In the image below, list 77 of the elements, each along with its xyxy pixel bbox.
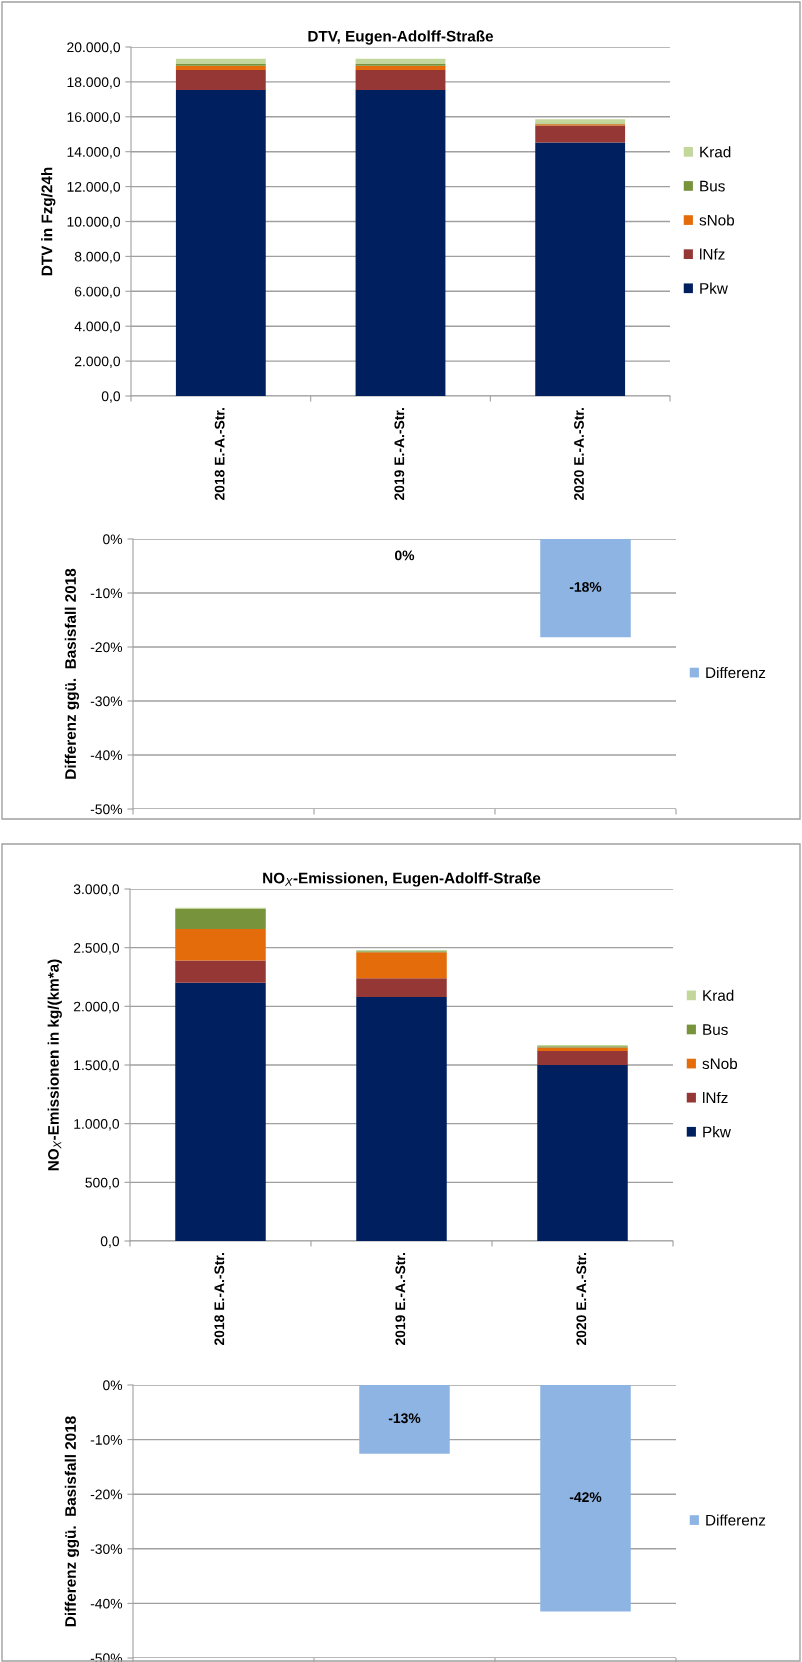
y-tick-label: 1.500,0 <box>74 1060 120 1072</box>
y-axis-title: DTV in Fzg/24h <box>41 167 56 276</box>
bar <box>175 90 266 396</box>
legend-label: sNob <box>702 1057 738 1070</box>
x-tick-label: 2020 E.-A.-Str. <box>574 408 584 501</box>
bar <box>175 908 266 929</box>
bar <box>175 70 266 91</box>
bar <box>175 928 266 961</box>
legend-label: Krad <box>700 146 731 158</box>
y-tick-label: 12.000,0 <box>67 181 121 194</box>
bar <box>535 142 626 396</box>
bar <box>175 58 266 64</box>
y-tick-label: 8.000,0 <box>74 251 121 264</box>
y-tick-label: -50% <box>90 804 123 815</box>
y-tick-label: 2.500,0 <box>73 943 120 955</box>
x-tick-label: 2018 E.-A.-Str. <box>214 408 225 501</box>
y-tick-label: 1.000,0 <box>74 1119 120 1131</box>
legend-label: Bus <box>700 180 725 192</box>
y-tick-label: 2.000,0 <box>74 356 121 368</box>
y-tick-label: -40% <box>90 750 123 761</box>
y-tick-label: 3.000,0 <box>73 884 120 896</box>
legend-label: Krad <box>703 989 734 1001</box>
y-tick-label: 18.000,0 <box>67 77 121 89</box>
bar <box>355 70 446 91</box>
y-axis-title: Differenz ggü. Basisfall 2018 <box>64 1416 80 1627</box>
bar <box>356 978 447 997</box>
bar <box>355 90 446 396</box>
legend-label: Bus <box>703 1024 728 1035</box>
legend-label: Differenz <box>706 666 766 679</box>
legend-label: sNob <box>699 214 735 226</box>
legend-label: Pkw <box>700 282 728 294</box>
y-tick-label: 0% <box>103 534 123 545</box>
bar <box>355 58 446 64</box>
bar <box>175 982 266 1241</box>
data-label: -13% <box>388 1413 421 1424</box>
y-tick-label: 0% <box>103 1380 123 1391</box>
legend-label: lNfz <box>703 1091 728 1104</box>
legend-label: Differenz <box>706 1514 766 1526</box>
y-tick-label: 2.000,0 <box>73 1001 120 1014</box>
bar <box>355 65 446 71</box>
y-tick-label: -10% <box>90 588 123 599</box>
y-tick-label: 6.000,0 <box>74 286 121 299</box>
y-tick-label: -30% <box>90 1544 123 1554</box>
legend-label: lNfz <box>700 248 725 260</box>
y-tick-label: 16.000,0 <box>67 112 121 124</box>
y-tick-label: -20% <box>90 642 123 653</box>
data-label: -42% <box>569 1492 602 1502</box>
chart-title: DTV, Eugen-Adolff-Straße <box>308 30 494 45</box>
y-tick-label: -40% <box>90 1598 123 1609</box>
bar <box>537 1065 628 1241</box>
bar <box>356 996 447 1241</box>
data-label: 0% <box>395 550 415 561</box>
y-axis-title: Differenz ggü. Basisfall 2018 <box>64 568 80 779</box>
y-tick-label: 14.000,0 <box>67 147 121 159</box>
y-tick-label: 0,0 <box>101 391 121 403</box>
bar <box>535 125 626 143</box>
y-tick-label: 10.000,0 <box>67 216 121 229</box>
data-label: -18% <box>569 582 602 592</box>
bar <box>175 65 266 71</box>
y-tick-label: 20.000,0 <box>67 42 121 54</box>
bar <box>175 960 266 983</box>
bar <box>537 1050 628 1065</box>
y-tick-label: -10% <box>90 1434 123 1445</box>
legend-label: Pkw <box>703 1126 731 1138</box>
y-tick-label: 4.000,0 <box>74 321 121 334</box>
y-tick-label: -20% <box>90 1489 123 1500</box>
y-tick-label: 500,0 <box>85 1177 120 1190</box>
y-tick-label: -30% <box>90 696 123 707</box>
bar <box>535 119 626 124</box>
x-tick-label: 2020 E.-A.-Str. <box>576 1253 587 1346</box>
bar <box>356 952 447 979</box>
y-tick-label: 0,0 <box>100 1236 120 1248</box>
x-tick-label: 2019 E.-A.-Str. <box>394 408 405 501</box>
x-tick-label: 2019 E.-A.-Str. <box>395 1253 406 1346</box>
y-axis-title: NO$_{X}$-Emissionen in kg/(km*a) <box>47 959 62 1171</box>
chart-title: NO$_{X}$-Emissionen, Eugen-Adolff-Straße <box>263 872 541 887</box>
x-tick-label: 2018 E.-A.-Str. <box>214 1253 225 1346</box>
